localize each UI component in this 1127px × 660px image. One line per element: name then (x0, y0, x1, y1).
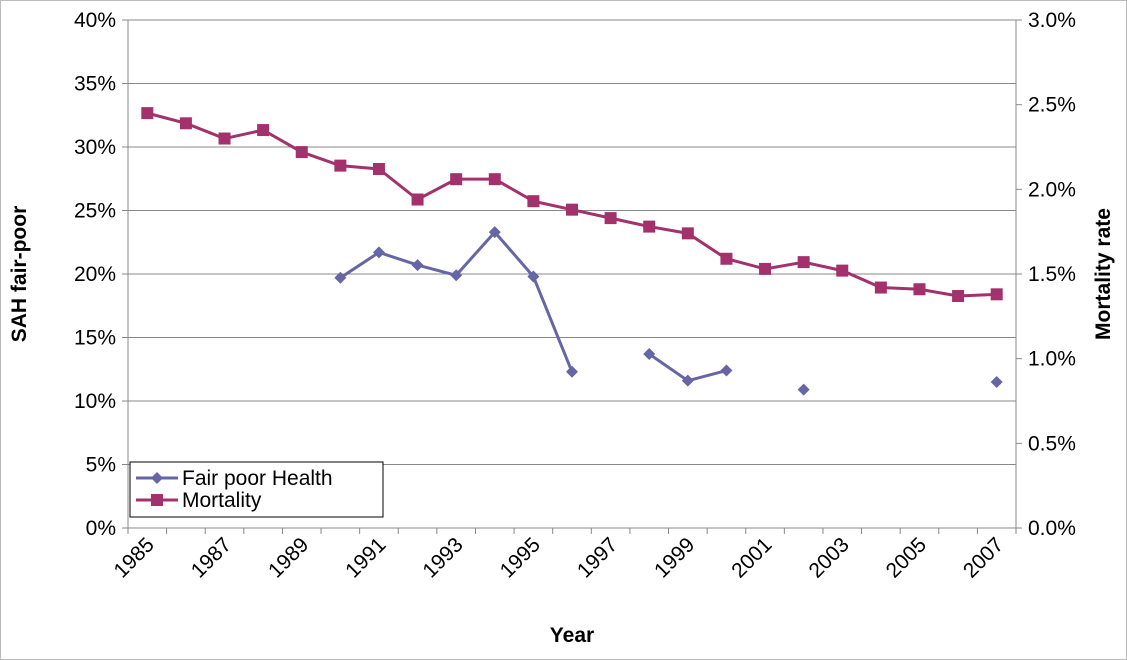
marker (952, 290, 965, 303)
marker (913, 283, 926, 296)
y2-tick-label: 2.0% (1028, 178, 1076, 201)
y2-tick-label: 0.5% (1028, 432, 1076, 455)
legend-marker (151, 494, 163, 506)
y2-tick-label: 1.5% (1028, 263, 1076, 286)
marker (334, 271, 347, 284)
marker (990, 375, 1003, 388)
y-tick-label: 20% (74, 263, 116, 286)
marker (411, 259, 424, 272)
marker (797, 256, 810, 269)
y-tick-label: 5% (86, 454, 116, 477)
marker (527, 195, 540, 208)
marker (990, 288, 1003, 301)
marker (488, 226, 501, 239)
y-tick-label: 15% (74, 327, 116, 350)
y2-tick-label: 1.0% (1028, 348, 1076, 371)
marker (257, 124, 270, 137)
legend-marker (151, 472, 163, 484)
plot-border (127, 19, 1017, 529)
y2-tick-label: 3.0% (1028, 9, 1076, 32)
x-axis-title: Year (550, 624, 594, 647)
y-tick-label: 40% (74, 9, 116, 32)
y-tick-label: 10% (74, 390, 116, 413)
marker (836, 264, 849, 277)
marker (141, 107, 154, 120)
y-tick-label: 0% (86, 517, 116, 540)
y-tick-label: 30% (74, 136, 116, 159)
marker (450, 173, 463, 186)
marker (720, 364, 733, 377)
marker (411, 193, 424, 206)
marker (372, 246, 385, 259)
legend-label: Fair poor Health (182, 467, 333, 490)
y2-tick-label: 2.5% (1028, 94, 1076, 117)
marker (372, 163, 385, 176)
marker (566, 365, 578, 378)
legend-label: Mortality (182, 489, 262, 512)
y-tick-label: 25% (74, 200, 116, 223)
marker (604, 212, 617, 225)
marker (797, 383, 810, 396)
marker (527, 270, 540, 283)
marker (720, 252, 733, 265)
marker (759, 262, 772, 275)
marker (643, 220, 656, 233)
marker (681, 374, 694, 387)
marker (566, 203, 578, 216)
legend-box (129, 461, 384, 518)
marker (218, 132, 231, 145)
marker (334, 159, 347, 172)
marker (681, 227, 694, 240)
marker (643, 348, 656, 361)
marker (295, 146, 308, 159)
marker (874, 281, 887, 294)
marker (179, 117, 192, 130)
y-tick-label: 35% (74, 73, 116, 96)
marker (488, 173, 501, 186)
y2-axis-title: Mortality rate (1092, 208, 1115, 340)
y2-tick-label: 0.0% (1028, 517, 1076, 540)
y-axis-title: SAH fair-poor (8, 206, 31, 343)
marker (450, 269, 463, 282)
